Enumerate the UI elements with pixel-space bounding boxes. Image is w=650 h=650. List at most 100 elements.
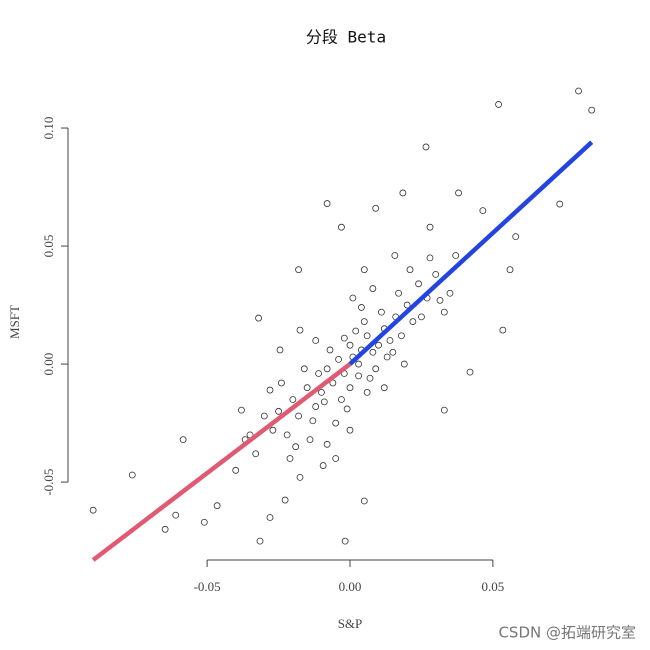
x-axis-label: S&P: [338, 616, 363, 631]
y-axis-label: MSFT: [7, 305, 22, 339]
point: [312, 337, 320, 344]
point: [386, 337, 394, 344]
point: [400, 360, 408, 368]
point: [360, 266, 368, 274]
point: [292, 443, 300, 451]
point: [232, 466, 240, 474]
point: [269, 426, 277, 434]
point: [588, 106, 596, 114]
point: [238, 406, 245, 414]
point: [346, 426, 354, 434]
point: [446, 289, 454, 297]
point: [452, 252, 460, 259]
point: [426, 223, 434, 231]
point: [360, 318, 368, 325]
point: [406, 266, 414, 274]
point: [355, 372, 362, 380]
fit-line: [348, 140, 594, 366]
point: [312, 403, 320, 410]
point: [383, 353, 391, 361]
point: [349, 294, 357, 302]
fit-line: [91, 362, 352, 562]
point: [315, 370, 322, 377]
point: [422, 143, 430, 151]
point: [343, 405, 351, 413]
point: [332, 419, 340, 427]
point: [295, 412, 302, 420]
point: [418, 313, 425, 321]
point: [332, 455, 340, 462]
point: [318, 389, 325, 396]
point: [372, 204, 380, 212]
watermark: CSDN @拓端研究室: [498, 624, 636, 642]
point: [512, 233, 520, 241]
point: [378, 308, 385, 316]
point: [319, 462, 327, 469]
x-tick-label: 0.05: [481, 579, 504, 594]
point: [326, 346, 334, 354]
point: [179, 436, 187, 444]
point: [355, 360, 362, 368]
point: [335, 355, 342, 363]
point: [346, 341, 354, 349]
point: [275, 407, 282, 415]
point: [255, 314, 262, 322]
point: [346, 384, 354, 392]
point: [479, 207, 487, 215]
point: [213, 502, 221, 510]
point: [369, 285, 377, 292]
point: [495, 101, 502, 108]
point: [266, 514, 274, 521]
point: [369, 348, 377, 356]
point: [309, 417, 317, 425]
point: [338, 223, 345, 231]
y-tick-label: 0.00: [41, 353, 56, 376]
point: [303, 384, 311, 392]
point: [296, 473, 304, 481]
point: [426, 254, 434, 262]
point: [172, 511, 180, 519]
y-tick-label: -0.05: [41, 469, 56, 496]
point: [286, 455, 294, 462]
point: [340, 334, 348, 342]
chart-title: 分段 Beta: [306, 28, 386, 47]
point: [363, 332, 371, 340]
point: [436, 296, 444, 304]
point: [363, 389, 371, 396]
point: [89, 506, 97, 514]
point: [281, 496, 289, 504]
point: [289, 396, 297, 403]
point: [556, 200, 564, 208]
point: [306, 436, 314, 444]
point: [399, 189, 407, 197]
point: [389, 348, 397, 356]
point: [128, 471, 136, 479]
point: [391, 252, 399, 259]
point: [575, 87, 582, 95]
point: [398, 332, 405, 340]
point: [366, 374, 374, 382]
x-tick-label: -0.05: [194, 579, 221, 594]
point: [283, 431, 291, 439]
point: [432, 270, 440, 278]
point: [466, 368, 474, 376]
point: [455, 189, 462, 197]
point: [320, 398, 328, 406]
point: [161, 525, 169, 533]
point: [323, 200, 331, 207]
point: [276, 346, 284, 354]
point: [440, 406, 448, 414]
point: [380, 384, 388, 392]
point: [338, 396, 345, 403]
point: [395, 289, 402, 297]
point: [323, 440, 331, 448]
point: [252, 450, 260, 458]
point: [499, 326, 507, 334]
point: [409, 318, 417, 325]
point: [323, 365, 331, 373]
point: [358, 304, 365, 311]
point: [260, 412, 268, 420]
y-tick-label: 0.05: [41, 235, 56, 258]
point: [200, 518, 208, 526]
